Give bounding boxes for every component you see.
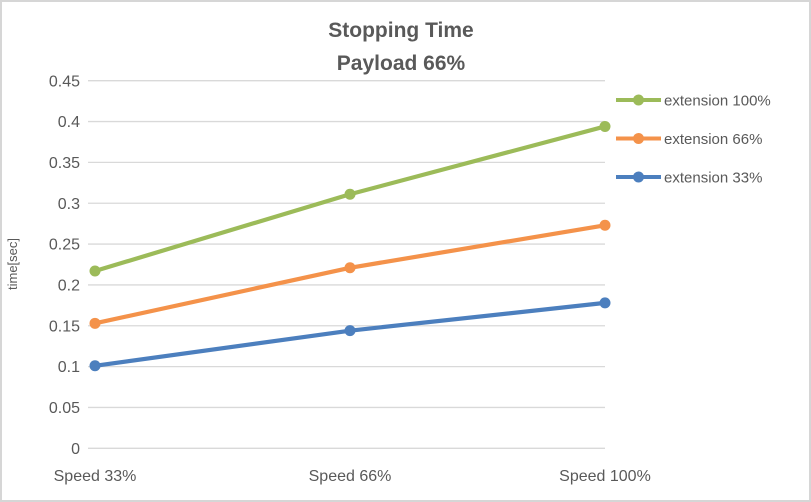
legend: extension 100% extension 66% extension 33% xyxy=(616,92,771,186)
y-tick-label: 0.35 xyxy=(49,155,80,172)
gridlines xyxy=(88,80,605,449)
series-plot xyxy=(89,120,611,372)
y-tick-label: 0.3 xyxy=(58,196,80,213)
data-point-extension-66 xyxy=(344,262,356,274)
legend-label: extension 66% xyxy=(664,131,762,148)
y-tick-label: 0.2 xyxy=(58,278,80,295)
data-point-extension-100 xyxy=(89,265,101,277)
y-tick-label: 0.1 xyxy=(58,359,80,376)
x-axis-label: Speed 100% xyxy=(559,468,651,485)
x-axis-label: Speed 33% xyxy=(54,468,137,485)
data-point-extension-33 xyxy=(89,360,101,372)
y-tick-label: 0.4 xyxy=(58,114,80,131)
data-point-extension-66 xyxy=(599,219,611,231)
legend-marker-icon xyxy=(633,133,644,144)
x-axis-label: Speed 66% xyxy=(309,468,392,485)
legend-marker-icon xyxy=(633,171,644,183)
y-tick-label: 0.05 xyxy=(49,400,80,417)
chart-title-line1: Stopping Time xyxy=(328,19,473,42)
x-tick-labels: Speed 33% Speed 66% Speed 100% xyxy=(54,468,651,485)
data-point-extension-100 xyxy=(599,120,611,132)
data-point-extension-33 xyxy=(599,297,611,309)
legend-item-extension-66: extension 66% xyxy=(616,131,762,148)
y-axis-title: time[sec] xyxy=(5,238,20,290)
legend-label: extension 100% xyxy=(664,92,771,109)
data-point-extension-66 xyxy=(89,317,101,329)
y-tick-label: 0.25 xyxy=(49,237,80,254)
chart-title-line2: Payload 66% xyxy=(337,52,466,75)
data-point-extension-33 xyxy=(344,325,356,337)
legend-marker-icon xyxy=(633,94,644,106)
y-tick-label: 0.15 xyxy=(49,318,80,335)
y-tick-label: 0.45 xyxy=(49,73,80,90)
y-tick-label: 0 xyxy=(71,441,80,458)
legend-item-extension-33: extension 33% xyxy=(616,169,762,186)
y-tick-labels: 0 0.05 0.1 0.15 0.2 0.25 0.3 0.35 0.4 0.45 xyxy=(49,73,80,458)
legend-label: extension 33% xyxy=(664,169,762,186)
legend-item-extension-100: extension 100% xyxy=(616,92,771,109)
data-point-extension-100 xyxy=(344,188,356,200)
